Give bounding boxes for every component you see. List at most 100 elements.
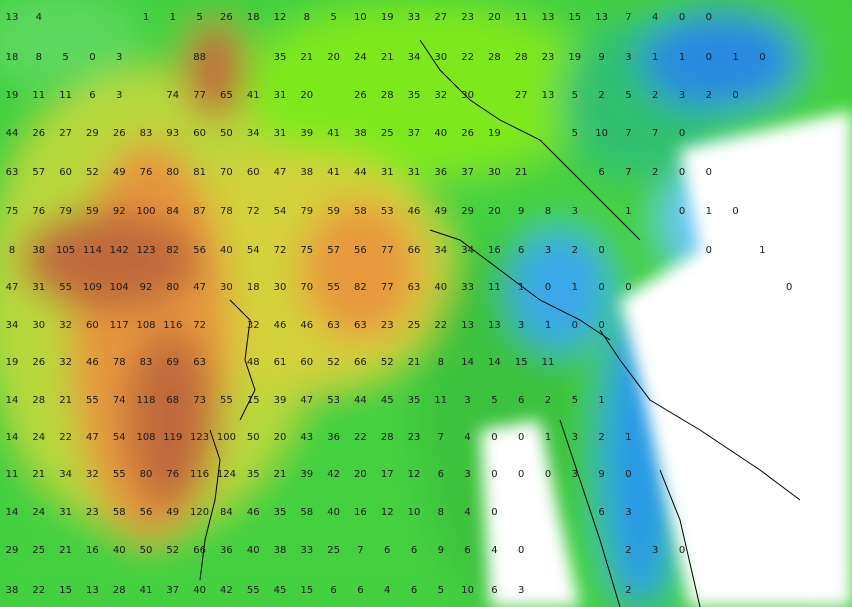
value-label: 20: [300, 90, 313, 101]
value-label: 117: [110, 320, 129, 331]
value-label: 46: [86, 357, 99, 368]
value-label: 57: [327, 245, 340, 256]
value-label: 72: [274, 245, 287, 256]
value-label: 56: [140, 507, 153, 518]
value-label: 26: [354, 90, 367, 101]
value-label: 0: [679, 128, 685, 139]
value-label: 55: [113, 469, 126, 480]
value-label: 46: [408, 206, 421, 217]
value-label: 6: [330, 585, 336, 596]
value-label: 41: [327, 167, 340, 178]
value-label: 11: [6, 469, 19, 480]
value-label: 0: [518, 432, 524, 443]
value-label: 0: [625, 469, 631, 480]
value-label: 6: [411, 545, 417, 556]
value-label: 15: [300, 585, 313, 596]
value-label: 35: [408, 90, 421, 101]
value-label: 60: [86, 320, 99, 331]
value-label: 34: [408, 52, 421, 63]
value-label: 47: [193, 282, 206, 293]
value-label: 54: [247, 245, 260, 256]
value-label: 6: [598, 507, 604, 518]
value-label: 46: [274, 320, 287, 331]
value-label: 1: [625, 432, 631, 443]
value-label: 32: [86, 469, 99, 480]
value-label: 7: [625, 167, 631, 178]
value-label: 81: [193, 167, 206, 178]
value-label: 7: [357, 545, 363, 556]
value-label: 40: [193, 585, 206, 596]
value-label: 32: [59, 320, 72, 331]
value-label: 8: [36, 52, 42, 63]
value-label: 39: [274, 395, 287, 406]
value-label: 60: [59, 167, 72, 178]
value-label: 34: [6, 320, 19, 331]
value-label: 3: [545, 245, 551, 256]
value-label: 32: [434, 90, 447, 101]
value-label: 58: [354, 206, 367, 217]
value-label: 36: [434, 167, 447, 178]
value-label: 7: [652, 128, 658, 139]
value-label: 92: [140, 282, 153, 293]
value-label: 0: [598, 282, 604, 293]
value-label: 119: [163, 432, 182, 443]
value-label: 109: [83, 282, 102, 293]
value-label: 32: [59, 357, 72, 368]
value-label: 0: [759, 52, 765, 63]
value-label: 2: [598, 432, 604, 443]
value-label: 59: [327, 206, 340, 217]
value-label: 31: [32, 282, 45, 293]
value-label: 19: [6, 90, 19, 101]
value-label: 23: [408, 432, 421, 443]
value-label: 78: [113, 357, 126, 368]
value-label: 27: [515, 90, 528, 101]
value-label: 6: [598, 167, 604, 178]
value-label: 78: [220, 206, 233, 217]
value-label: 19: [488, 128, 501, 139]
value-label: 69: [166, 357, 179, 368]
value-label: 76: [166, 469, 179, 480]
value-label: 92: [113, 206, 126, 217]
value-label: 3: [518, 320, 524, 331]
value-label: 38: [32, 245, 45, 256]
value-label: 58: [300, 507, 313, 518]
value-label: 35: [408, 395, 421, 406]
value-label: 16: [354, 507, 367, 518]
value-label: 27: [434, 12, 447, 23]
value-label: 14: [488, 357, 501, 368]
value-label: 55: [86, 395, 99, 406]
value-label: 1: [545, 432, 551, 443]
value-label: 65: [220, 90, 233, 101]
value-label: 5: [196, 12, 202, 23]
value-label: 6: [464, 545, 470, 556]
value-label: 40: [113, 545, 126, 556]
value-label: 31: [381, 167, 394, 178]
value-label: 19: [381, 12, 394, 23]
value-label: 11: [488, 282, 501, 293]
value-label: 45: [274, 585, 287, 596]
value-label: 39: [300, 128, 313, 139]
value-label: 47: [274, 167, 287, 178]
value-label: 3: [518, 585, 524, 596]
value-label: 76: [32, 206, 45, 217]
value-label: 47: [86, 432, 99, 443]
value-label: 60: [193, 128, 206, 139]
value-label: 0: [89, 52, 95, 63]
value-label: 104: [110, 282, 129, 293]
value-label: 37: [461, 167, 474, 178]
value-label: 23: [461, 12, 474, 23]
value-label: 21: [381, 52, 394, 63]
value-label: 38: [274, 545, 287, 556]
value-label: 47: [300, 395, 313, 406]
value-label: 26: [220, 12, 233, 23]
value-label: 77: [381, 282, 394, 293]
value-label: 3: [116, 52, 122, 63]
value-label: 22: [59, 432, 72, 443]
value-label: 14: [6, 507, 19, 518]
value-label: 9: [598, 469, 604, 480]
value-label: 12: [408, 469, 421, 480]
value-label: 0: [706, 167, 712, 178]
value-label: 75: [300, 245, 313, 256]
value-label: 80: [140, 469, 153, 480]
